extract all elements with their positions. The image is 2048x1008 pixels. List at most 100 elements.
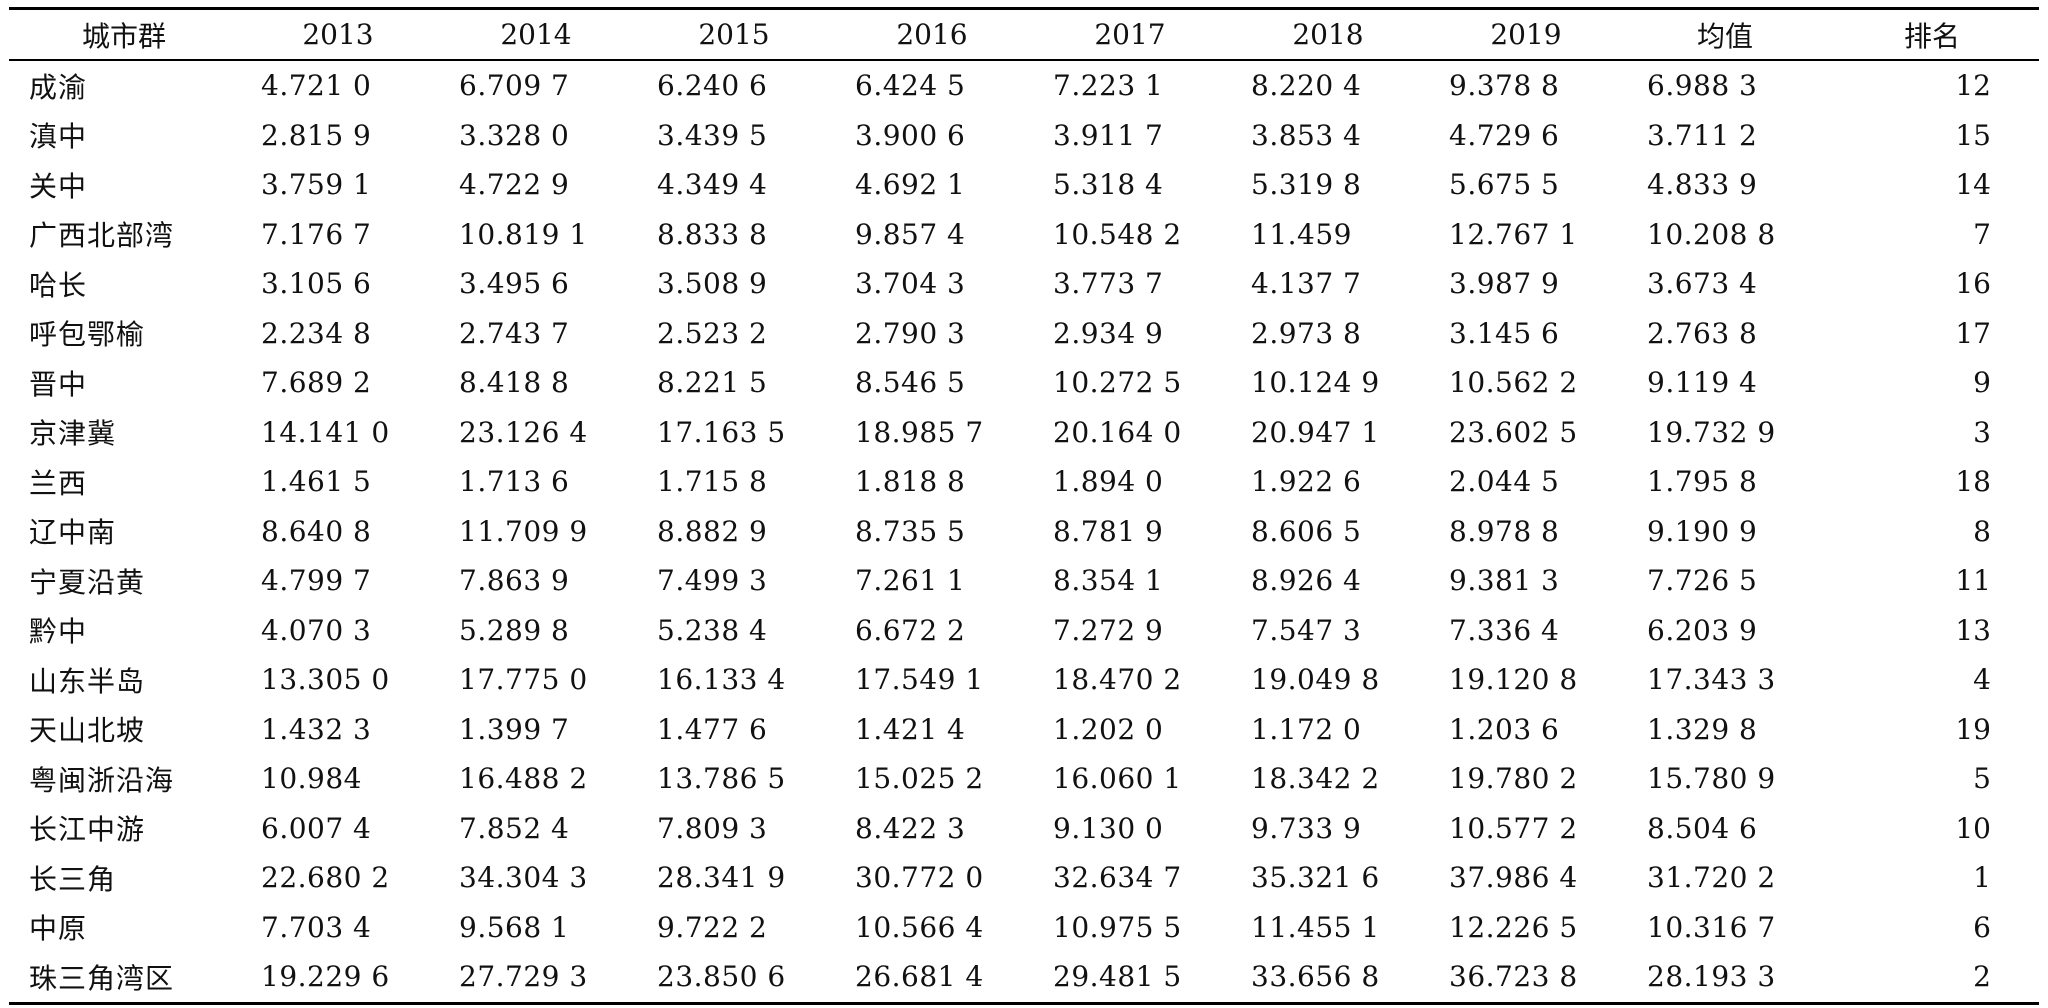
table-row: 晋中 7.689 2 8.418 8 8.221 5 8.546 5 10.272 5 10…	[9, 358, 2039, 408]
cell-value: 4.721 0	[261, 69, 372, 103]
cell-mean: 1.329 8	[1647, 712, 1758, 746]
cell-value: 10.566 4	[855, 910, 984, 944]
cell-value: 2.743 7	[459, 316, 570, 350]
cell-rank: 17	[1955, 316, 1991, 350]
table-row: 呼包鄂榆 2.234 8 2.743 7 2.523 2 2.790 3 2.934 9 2…	[9, 309, 2039, 359]
cell-mean: 7.726 5	[1647, 564, 1758, 598]
cell-value: 8.418 8	[459, 366, 570, 400]
table-row: 粤闽浙沿海 10.984 16.488 2 13.786 5 15.025 2 16.06…	[9, 754, 2039, 804]
cell-value: 28.341 9	[657, 861, 786, 895]
cell-value: 22.680 2	[261, 861, 390, 895]
cell-city-name: 长三角	[29, 862, 117, 896]
cell-city-name: 山东半岛	[29, 664, 146, 698]
cell-value: 23.602 5	[1449, 415, 1578, 449]
cell-value: 1.172 0	[1251, 712, 1362, 746]
cell-value: 15.025 2	[855, 762, 984, 796]
cell-value: 5.319 8	[1251, 168, 1362, 202]
cell-mean: 6.988 3	[1647, 69, 1758, 103]
cell-value: 3.495 6	[459, 267, 570, 301]
cell-value: 19.229 6	[261, 960, 390, 994]
cell-value: 3.900 6	[855, 118, 966, 152]
cell-mean: 9.119 4	[1647, 366, 1758, 400]
header-2015: 2015	[635, 8, 833, 61]
cell-value: 17.775 0	[459, 663, 588, 697]
cell-value: 10.124 9	[1251, 366, 1380, 400]
cell-value: 4.729 6	[1449, 118, 1560, 152]
header-2019: 2019	[1427, 8, 1625, 61]
cell-rank: 12	[1955, 69, 1991, 103]
header-2013: 2013	[239, 8, 437, 61]
cell-value: 10.577 2	[1449, 811, 1578, 845]
cell-value: 1.894 0	[1053, 465, 1164, 499]
cell-city-name: 哈长	[29, 268, 88, 302]
cell-value: 5.318 4	[1053, 168, 1164, 202]
cell-value: 5.675 5	[1449, 168, 1560, 202]
cell-value: 1.399 7	[459, 712, 570, 746]
cell-city-name: 中原	[29, 912, 88, 946]
cell-value: 29.481 5	[1053, 960, 1182, 994]
cell-value: 10.984	[261, 762, 362, 796]
cell-value: 7.176 7	[261, 217, 372, 251]
cell-value: 17.163 5	[657, 415, 786, 449]
cell-value: 4.349 4	[657, 168, 768, 202]
cell-value: 8.220 4	[1251, 69, 1362, 103]
cell-value: 1.818 8	[855, 465, 966, 499]
cell-value: 17.549 1	[855, 663, 984, 697]
cell-value: 16.060 1	[1053, 762, 1182, 796]
cell-rank: 10	[1955, 811, 1991, 845]
cell-city-name: 滇中	[29, 120, 88, 154]
cell-rank: 6	[1973, 910, 1991, 944]
cell-mean: 9.190 9	[1647, 514, 1758, 548]
table-row: 成渝 4.721 0 6.709 7 6.240 6 6.424 5 7.223 1 8.2…	[9, 60, 2039, 111]
table-row: 珠三角湾区 19.229 6 27.729 3 23.850 6 26.681 4 29.…	[9, 952, 2039, 1003]
cell-value: 1.461 5	[261, 465, 372, 499]
data-table-container: 城市群 2013 2014 2015 2016 2017 2018 2019 均值 排名 成渝 4.…	[9, 7, 2039, 1005]
cell-city-name: 黔中	[29, 615, 88, 649]
table-row: 长江中游 6.007 4 7.852 4 7.809 3 8.422 3 9.130 0 9…	[9, 804, 2039, 854]
cell-value: 8.422 3	[855, 811, 966, 845]
cell-value: 20.947 1	[1251, 415, 1380, 449]
table-row: 京津冀 14.141 0 23.126 4 17.163 5 18.985 7 20.16…	[9, 408, 2039, 458]
cell-value: 8.833 8	[657, 217, 768, 251]
cell-city-name: 珠三角湾区	[29, 961, 175, 995]
cell-value: 30.772 0	[855, 861, 984, 895]
cell-value: 3.439 5	[657, 118, 768, 152]
cell-rank: 7	[1973, 217, 1991, 251]
cell-mean: 1.795 8	[1647, 465, 1758, 499]
table-row: 滇中 2.815 9 3.328 0 3.439 5 3.900 6 3.911 7 3.8…	[9, 111, 2039, 161]
cell-city-name: 广西北部湾	[29, 219, 175, 253]
cell-value: 8.978 8	[1449, 514, 1560, 548]
table-row: 天山北坡 1.432 3 1.399 7 1.477 6 1.421 4 1.202 0 1…	[9, 705, 2039, 755]
cell-value: 9.722 2	[657, 910, 768, 944]
cell-mean: 4.833 9	[1647, 168, 1758, 202]
cell-value: 19.780 2	[1449, 762, 1578, 796]
cell-value: 3.704 3	[855, 267, 966, 301]
cell-value: 9.130 0	[1053, 811, 1164, 845]
cell-rank: 13	[1955, 613, 1991, 647]
cell-value: 6.007 4	[261, 811, 372, 845]
cell-value: 9.733 9	[1251, 811, 1362, 845]
cell-value: 7.852 4	[459, 811, 570, 845]
cell-value: 10.272 5	[1053, 366, 1182, 400]
cell-value: 1.421 4	[855, 712, 966, 746]
cell-city-name: 京津冀	[29, 417, 117, 451]
cell-rank: 9	[1973, 366, 1991, 400]
cell-value: 16.133 4	[657, 663, 786, 697]
table-row: 辽中南 8.640 8 11.709 9 8.882 9 8.735 5 8.781 9 8…	[9, 507, 2039, 557]
cell-rank: 11	[1955, 564, 1991, 598]
header-2016: 2016	[833, 8, 1031, 61]
cell-value: 7.223 1	[1053, 69, 1164, 103]
cell-value: 32.634 7	[1053, 861, 1182, 895]
cell-value: 8.926 4	[1251, 564, 1362, 598]
cell-value: 2.815 9	[261, 118, 372, 152]
cell-value: 8.640 8	[261, 514, 372, 548]
cell-value: 10.975 5	[1053, 910, 1182, 944]
cell-value: 1.713 6	[459, 465, 570, 499]
cell-city-name: 粤闽浙沿海	[29, 763, 175, 797]
cell-mean: 10.316 7	[1647, 910, 1776, 944]
cell-value: 5.238 4	[657, 613, 768, 647]
cell-city-name: 宁夏沿黄	[29, 565, 146, 599]
cell-value: 2.234 8	[261, 316, 372, 350]
cell-mean: 3.711 2	[1647, 118, 1758, 152]
cell-value: 9.381 3	[1449, 564, 1560, 598]
